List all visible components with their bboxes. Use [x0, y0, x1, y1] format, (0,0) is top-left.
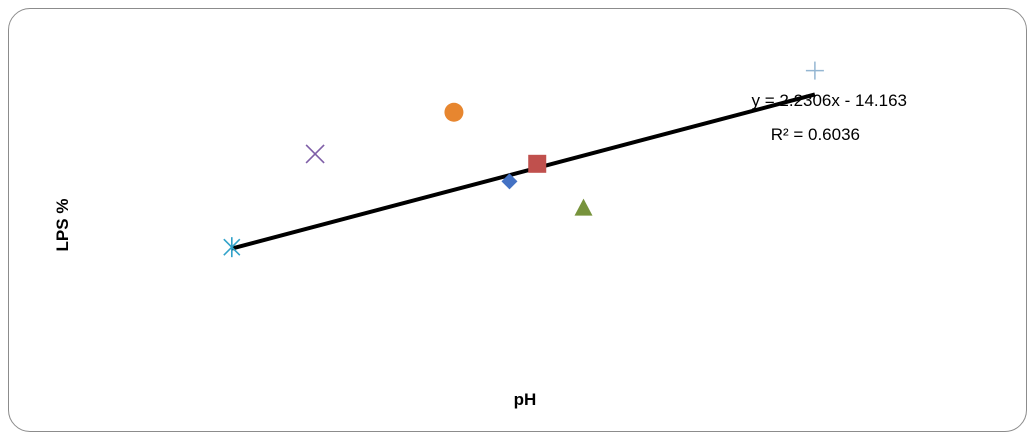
data-point-plus [805, 61, 824, 80]
y-axis-title: LPS % [53, 199, 72, 252]
data-point-triangle [574, 198, 593, 216]
trendline-r-squared: R² = 0.6036 [771, 125, 860, 144]
x-axis-title: pH [514, 390, 537, 409]
data-point-diamond [501, 173, 518, 190]
points-layer [223, 61, 824, 258]
trendline-layer [231, 92, 816, 251]
trendline [231, 92, 816, 251]
trendline-equation: y = 2.2306x - 14.163 [752, 91, 907, 110]
chart-area [8, 8, 1027, 432]
data-point-star [223, 237, 241, 258]
data-point-square [528, 154, 547, 173]
data-point-circle [444, 102, 464, 122]
data-point-x [305, 144, 325, 164]
